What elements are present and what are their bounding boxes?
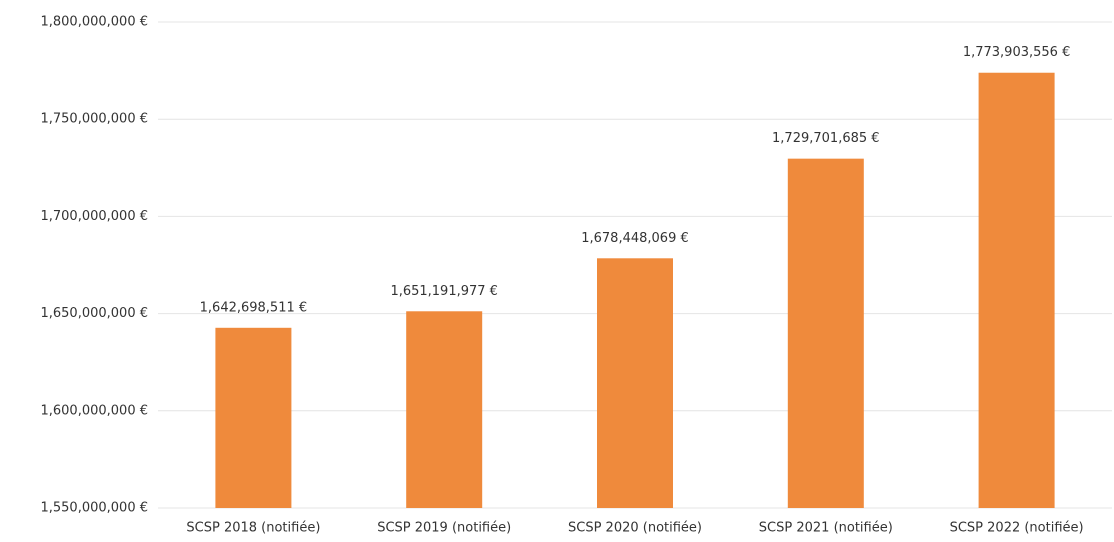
bar	[978, 72, 1055, 509]
y-tick-label: 1,700,000,000 €	[40, 209, 148, 224]
x-tick-label: SCSP 2021 (notifiée)	[759, 521, 893, 536]
y-tick-label: 1,600,000,000 €	[40, 403, 148, 418]
bar	[406, 311, 483, 508]
value-label: 1,651,191,977 €	[390, 284, 498, 299]
y-tick-label: 1,800,000,000 €	[40, 15, 148, 30]
bar	[215, 327, 292, 508]
y-tick-label: 1,650,000,000 €	[40, 306, 148, 321]
x-tick-label: SCSP 2020 (notifiée)	[568, 521, 702, 536]
bar	[597, 258, 673, 508]
x-tick-label: SCSP 2018 (notifiée)	[186, 521, 320, 536]
y-tick-label: 1,550,000,000 €	[40, 501, 148, 516]
value-label: 1,773,903,556 €	[963, 45, 1071, 60]
value-label: 1,729,701,685 €	[772, 131, 880, 146]
value-label: 1,678,448,069 €	[581, 231, 689, 246]
bar	[787, 158, 864, 509]
value-label: 1,642,698,511 €	[200, 300, 308, 315]
x-tick-label: SCSP 2022 (notifiée)	[950, 521, 1084, 536]
y-tick-label: 1,750,000,000 €	[40, 112, 148, 127]
x-tick-label: SCSP 2019 (notifiée)	[377, 521, 511, 536]
